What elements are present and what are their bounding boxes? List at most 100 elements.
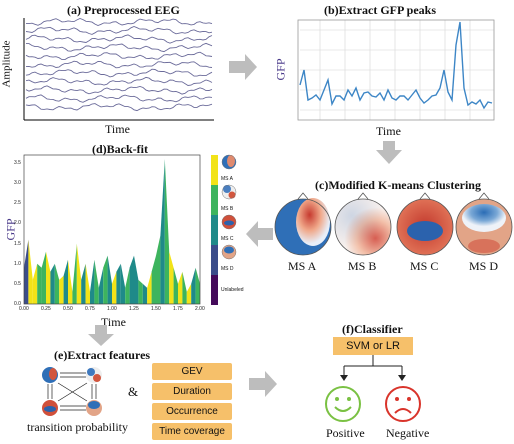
- eeg-channel-trace: [25, 94, 213, 103]
- backfit-segment: [98, 267, 104, 304]
- backfit-segment: [112, 271, 117, 304]
- backfit-segment: [107, 255, 112, 304]
- backfit-segment: [59, 275, 64, 304]
- backfit-x-tick: 1.50: [151, 306, 161, 312]
- panel-b-title: (b)Extract GFP peaks: [324, 3, 436, 17]
- legend-label-unlabeled: Unlabeled: [221, 287, 244, 293]
- backfit-segment: [72, 243, 77, 304]
- legend-mini-map-a: [221, 154, 237, 170]
- backfit-x-tick: 1.00: [107, 306, 117, 312]
- backfit-x-tick: 0.00: [19, 306, 29, 312]
- feature-time-coverage: Time coverage: [152, 423, 232, 440]
- backfit-segment: [195, 267, 200, 304]
- feature-occurrence: Occurrence: [152, 403, 232, 420]
- panel-e-title: (e)Extract features: [54, 348, 151, 362]
- backfit-segment: [28, 239, 33, 304]
- transition-map-b: [86, 367, 102, 383]
- panel-b-xlabel: Time: [376, 124, 401, 138]
- legend-label-ms-b: MS B: [221, 206, 234, 212]
- legend-mini-map-d: [221, 244, 237, 260]
- transition-map-d: [86, 400, 102, 416]
- backfit-y-tick: 1.5: [14, 240, 21, 247]
- backfit-segment: [103, 255, 108, 304]
- negative-label: Negative: [386, 426, 430, 440]
- backfit-segment: [68, 259, 73, 304]
- backfit-segment: [37, 263, 42, 304]
- eeg-channel-trace: [25, 26, 213, 35]
- ms-d-label: MS D: [469, 259, 499, 273]
- ms-a-map: [274, 192, 332, 256]
- positive-label: Positive: [326, 426, 365, 440]
- backfit-segment: [81, 263, 86, 304]
- backfit-y-tick: 0.0: [14, 301, 21, 307]
- negative-face-icon: [385, 386, 421, 422]
- panel-a-xlabel: Time: [105, 122, 130, 136]
- panel-d-title: (d)Back-fit: [92, 142, 148, 156]
- eeg-channel-trace: [25, 18, 213, 26]
- backfit-x-tick: 0.75: [85, 306, 95, 312]
- backfit-y-tick: 3.5: [14, 160, 21, 167]
- backfit-segment: [116, 263, 121, 304]
- backfit-frame: [23, 154, 201, 305]
- ms-b-label: MS B: [348, 259, 377, 273]
- eeg-channel-trace: [25, 51, 213, 61]
- backfit-segment: [186, 283, 192, 304]
- backfit-y-tick: 0.5: [14, 280, 21, 287]
- backfit-y-tick: 1.0: [14, 260, 21, 267]
- backfit-segment: [134, 255, 139, 304]
- feature-duration: Duration: [152, 383, 232, 400]
- backfit-segment: [90, 259, 95, 304]
- gfp-line: [299, 21, 493, 110]
- backfit-segment: [156, 235, 161, 304]
- eeg-channel-trace: [25, 68, 213, 78]
- ms-a-label: MS A: [288, 259, 317, 273]
- backfit-y-tick: 2.0: [14, 220, 21, 227]
- ms-b-map: [334, 192, 392, 256]
- backfit-segment: [138, 279, 143, 304]
- backfit-segment: [173, 267, 178, 304]
- backfit-segment: [142, 283, 148, 304]
- backfit-y-tick: 2.5: [14, 200, 21, 207]
- panel-f-title: (f)Classifier: [342, 322, 403, 336]
- backfit-y-tick: 3.0: [14, 180, 21, 187]
- backfit-segment: [94, 259, 99, 304]
- positive-face-icon: [325, 386, 361, 422]
- ms-c-label: MS C: [410, 259, 439, 273]
- backfit-segment: [182, 271, 187, 304]
- feature-gev: GEV: [152, 363, 232, 380]
- backfit-x-tick: 0.25: [41, 306, 51, 312]
- backfit-segment: [125, 267, 130, 304]
- transition-map-c: [42, 400, 58, 416]
- ampersand: &: [128, 384, 139, 399]
- backfit-segment: [178, 271, 183, 304]
- backfit-segment: [164, 159, 170, 304]
- backfit-segment: [129, 255, 134, 304]
- backfit-segment: [76, 243, 82, 304]
- backfit-segment: [63, 259, 68, 304]
- panel-a-title: (a) Preprocessed EEG: [67, 3, 180, 17]
- transition-caption: transition probability: [27, 420, 128, 434]
- backfit-x-tick: 2.00: [195, 306, 205, 312]
- eeg-channel-trace: [25, 60, 213, 69]
- eeg-channel-trace: [26, 42, 213, 53]
- backfit-segment: [50, 263, 55, 304]
- ms-d-map: [455, 192, 513, 256]
- eeg-channel-trace: [25, 34, 213, 44]
- backfit-segment: [46, 251, 51, 304]
- legend-mini-map-b: [221, 184, 237, 200]
- legend-label-ms-c: MS C: [221, 236, 234, 242]
- backfit-segment: [32, 263, 38, 304]
- backfit-segment: [191, 267, 196, 304]
- transition-map-a: [42, 367, 58, 383]
